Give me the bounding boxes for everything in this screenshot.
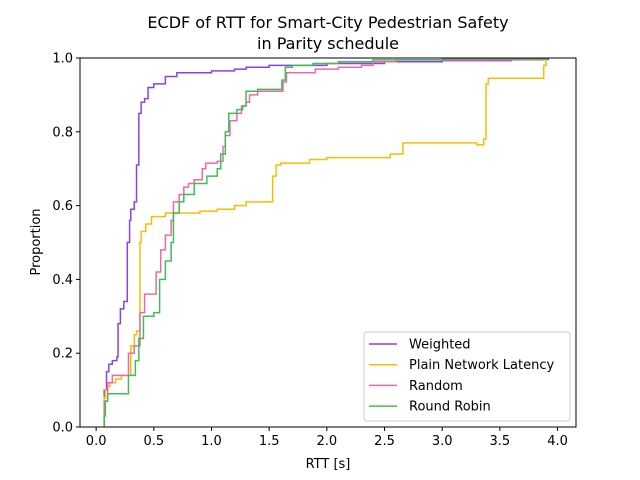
chart-title-line1: ECDF of RTT for Smart-City Pedestrian Sa… (147, 13, 508, 32)
legend-box (363, 331, 571, 422)
legend: Weighted Plain Network Latency Random Round… (363, 331, 571, 422)
plot-frame (79, 57, 577, 428)
y-tick-label: 0.0 (52, 421, 73, 436)
x-tick-label: 1.5 (259, 434, 280, 449)
x-tick-label: 0.5 (143, 434, 164, 449)
x-tick-label: 3.0 (432, 434, 453, 449)
x-tick-label: 2.5 (374, 434, 395, 449)
x-tick-label: 0.0 (86, 434, 107, 449)
chart-title-line2: in Parity schedule (257, 34, 399, 53)
y-axis-ticks: 0.0 0.2 0.4 0.6 0.8 1.0 (52, 52, 80, 436)
y-tick-label: 0.2 (52, 347, 73, 362)
x-tick-label: 4.0 (547, 434, 568, 449)
y-tick-label: 0.8 (52, 125, 73, 140)
x-axis-ticks: 0.0 0.5 1.0 1.5 2.0 2.5 3.0 3.5 4.0 (86, 427, 568, 449)
x-tick-label: 1.0 (201, 434, 222, 449)
y-axis-label: Proportion (29, 208, 44, 275)
y-tick-label: 0.6 (52, 199, 73, 214)
series-line-weighted (103, 58, 550, 427)
series-line-round-robin (103, 57, 547, 427)
y-tick-label: 1.0 (52, 52, 73, 67)
legend-label: Plain Network Latency (409, 358, 555, 373)
x-tick-label: 2.0 (317, 434, 338, 449)
y-tick-label: 0.4 (52, 273, 73, 288)
x-axis-label: RTT [s] (306, 457, 351, 472)
x-tick-label: 3.5 (490, 434, 511, 449)
legend-label: Weighted (409, 338, 471, 353)
legend-label: Round Robin (409, 400, 491, 415)
series-line-random (103, 58, 545, 427)
legend-label: Random (409, 379, 463, 394)
series-layer (103, 57, 550, 427)
